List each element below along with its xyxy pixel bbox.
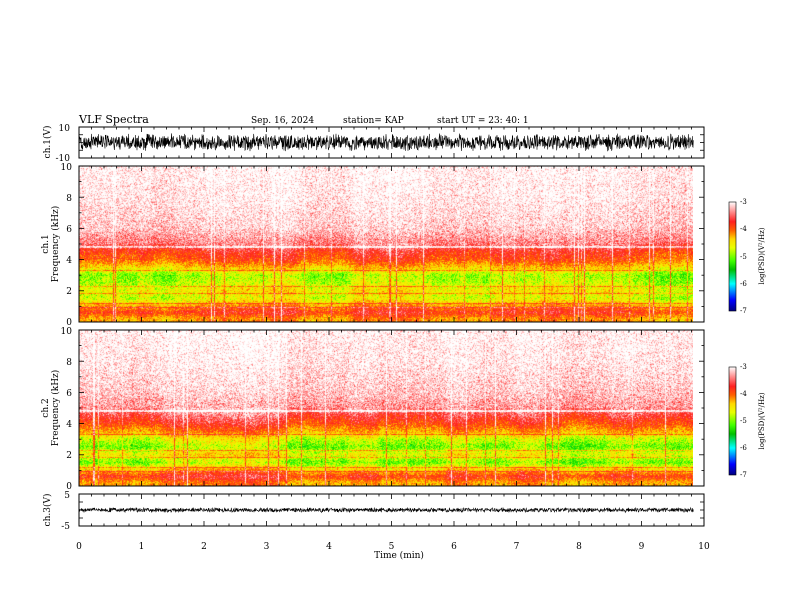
station-label: station= KAP [343,116,404,126]
ch2-colorbar-tick-minus4: -4 [740,390,747,398]
ch1-freq-tick-0: 0 [66,318,72,328]
ch1-colorbar-tick-minus4: -4 [740,225,747,233]
ch1-freq-tick-8: 8 [66,194,72,204]
ch2-colorbar-label: log(PSD)(V²/Hz) [758,392,766,449]
ch1-colorbar-tick-minus7: -7 [740,307,747,315]
time-axis-tick-labels: 0 1 2 3 4 5 6 7 8 9 10 [76,542,710,552]
date-label: Sep. 16, 2024 [251,116,314,126]
time-tick-label: 8 [576,542,582,552]
time-tick-label: 5 [389,542,395,552]
ch1-freq-tick-4: 4 [66,256,72,266]
ch3-ytick-bottom: -5 [61,522,70,532]
time-axis-label: Time (min) [374,550,424,561]
ch1-spectrogram-panel: 0 2 4 6 8 10 ch.1 Frequency (kHz) [41,163,705,328]
ch3-waveform-ylabel: ch.3(V) [42,494,53,527]
ch2-spectrogram-image [79,330,693,486]
time-tick-label: 4 [326,542,332,552]
ch1-colorbar-tick-minus3: -3 [740,198,747,206]
ch1-colorbar: -3 -4 -5 -6 -7 log(PSD)(V²/Hz) [728,198,766,315]
time-tick-label: 2 [201,542,207,552]
time-tick-label: 9 [639,542,645,552]
ch1-freq-tick-6: 6 [66,225,72,235]
time-tick-label: 6 [451,542,457,552]
figure-title: VLF Spectra [78,113,149,126]
ch1-ytick-top: 10 [59,124,71,134]
ch1-spectrogram-ticks [78,165,705,323]
ch2-colorbar-scale [728,366,737,476]
ch1-spectrogram-ylabel-channel: ch.1 [41,234,51,253]
ch2-colorbar-tick-minus6: -6 [740,444,747,452]
ch1-freq-tick-10: 10 [61,163,73,173]
time-tick-label: 0 [76,542,82,552]
ch2-colorbar: -3 -4 -5 -6 -7 log(PSD)(V²/Hz) [728,363,766,479]
start-time-label: start UT = 23: 40: 1 [437,116,529,126]
time-tick-label: 3 [264,542,270,552]
ch2-freq-tick-4: 4 [66,420,72,430]
ch2-spectrogram-ticks [78,329,705,487]
ch1-colorbar-tick-minus5: -5 [740,253,747,261]
ch1-ytick-bottom: -10 [56,154,71,164]
ch2-spectrogram-panel: 0 2 4 6 8 10 ch.2 Frequency (kHz) [41,327,705,492]
ch2-freq-tick-2: 2 [66,451,72,461]
ch2-freq-tick-8: 8 [66,358,72,368]
time-tick-label: 10 [698,542,710,552]
ch3-waveform-ticks [78,493,705,527]
ch2-freq-tick-0: 0 [66,482,72,492]
ch1-waveform-panel: 10 -10 ch.1(V) [42,124,705,164]
ch1-colorbar-label: log(PSD)(V²/Hz) [758,227,766,284]
ch1-colorbar-tick-minus6: -6 [740,280,747,288]
ch2-spectrogram-ylabel-channel: ch.2 [41,398,51,417]
ch1-spectrogram-ylabel-frequency: Frequency (kHz) [50,206,61,283]
ch1-colorbar-scale [728,201,737,312]
ch2-freq-tick-6: 6 [66,389,72,399]
ch1-waveform-ylabel: ch.1(V) [42,126,53,159]
ch1-waveform-trace [78,133,694,152]
time-tick-label: 1 [139,542,145,552]
ch3-waveform-trace [78,506,694,514]
ch1-freq-tick-2: 2 [66,287,72,297]
ch2-colorbar-tick-minus3: -3 [740,363,747,371]
ch2-spectrogram-ylabel-frequency: Frequency (kHz) [50,370,61,447]
time-tick-label: 7 [514,542,520,552]
ch3-waveform-panel: 5 -5 ch.3(V) [42,491,705,532]
ch2-freq-tick-10: 10 [61,327,73,337]
ch3-ytick-top: 5 [64,491,70,501]
ch1-waveform-ticks [78,126,705,159]
ch2-colorbar-tick-minus5: -5 [740,417,747,425]
ch1-spectrogram-image [79,166,693,322]
ch2-colorbar-tick-minus7: -7 [740,471,747,479]
